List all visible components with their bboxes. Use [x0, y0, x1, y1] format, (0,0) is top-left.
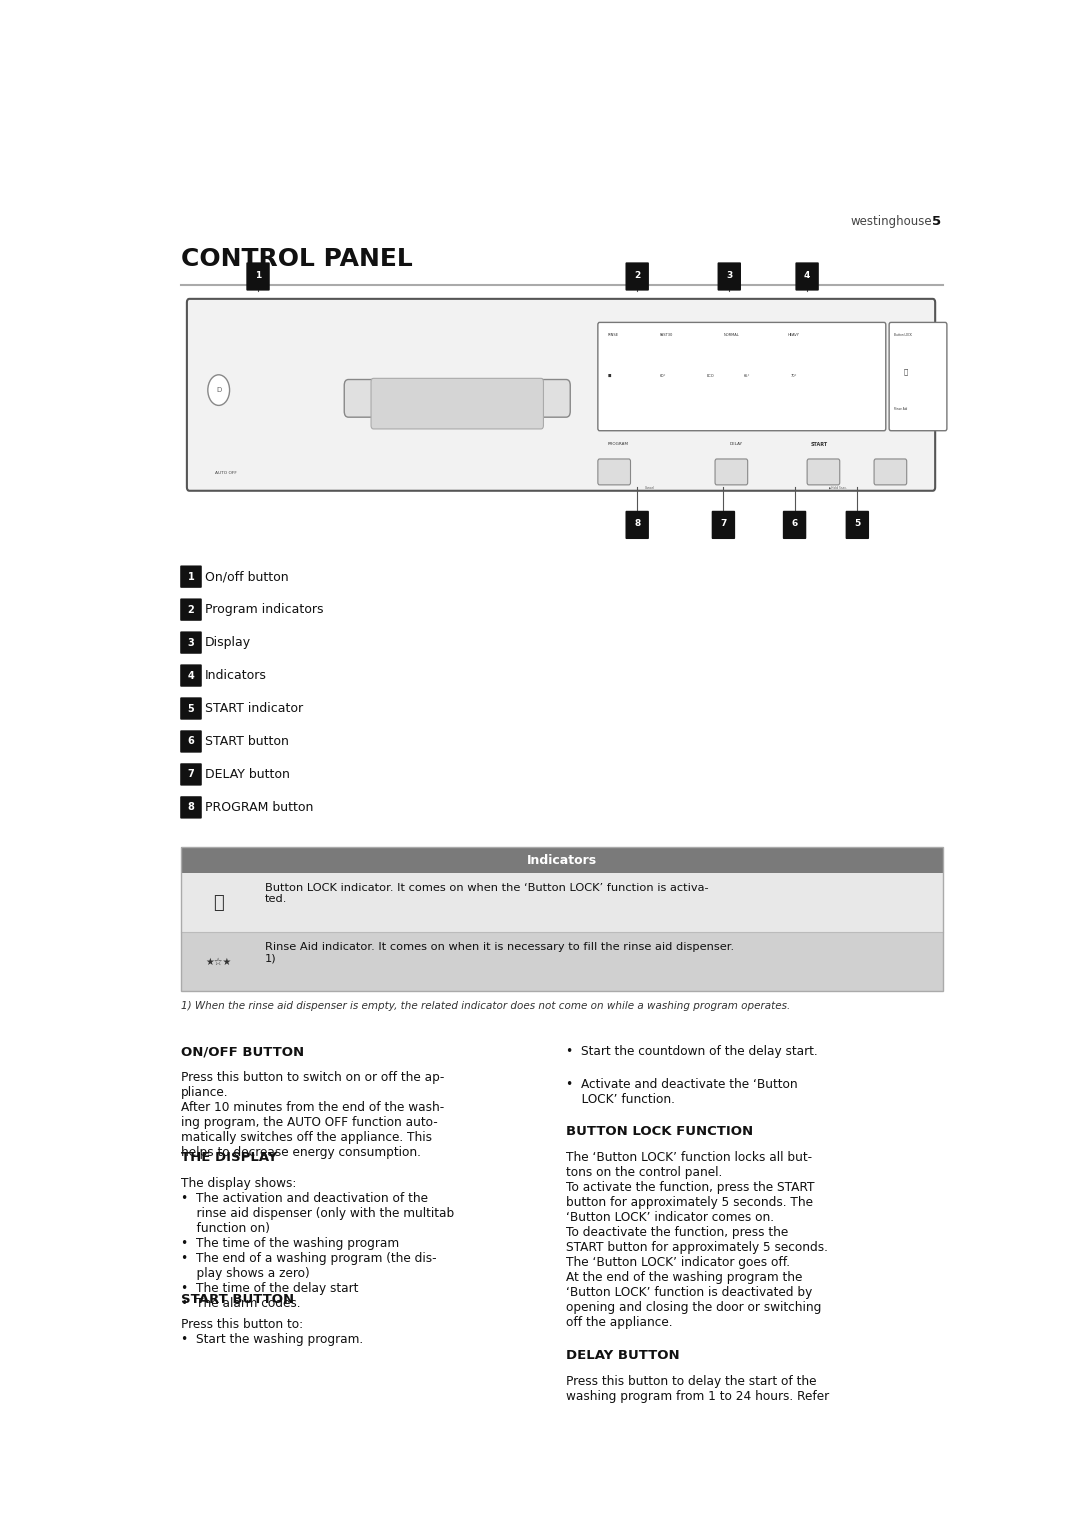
Bar — [181, 847, 943, 873]
Text: D: D — [216, 387, 221, 393]
Text: 8: 8 — [188, 803, 194, 812]
Text: Display: Display — [204, 636, 251, 650]
Text: ECO: ECO — [706, 375, 714, 378]
Text: ▶Hold 5sec.: ▶Hold 5sec. — [829, 486, 847, 491]
Text: RINSE: RINSE — [608, 333, 619, 336]
Text: 4: 4 — [804, 271, 810, 280]
Text: START: START — [810, 442, 827, 448]
Text: Indicators: Indicators — [527, 853, 597, 867]
Text: Press this button to switch on or off the ap-
pliance.
After 10 minutes from the: Press this button to switch on or off th… — [181, 1072, 444, 1159]
Text: 5: 5 — [854, 520, 861, 528]
FancyBboxPatch shape — [717, 263, 741, 291]
FancyBboxPatch shape — [345, 379, 570, 417]
Text: 8: 8 — [634, 520, 640, 528]
Text: 6: 6 — [188, 737, 194, 746]
FancyBboxPatch shape — [889, 323, 947, 431]
Text: 7: 7 — [720, 520, 727, 528]
Text: 7: 7 — [188, 769, 194, 780]
Text: ■: ■ — [608, 375, 611, 378]
Text: START indicator: START indicator — [204, 702, 302, 716]
FancyBboxPatch shape — [372, 378, 543, 430]
Text: HEAVY: HEAVY — [788, 333, 799, 336]
Text: Press this button to:
•  Start the washing program.: Press this button to: • Start the washin… — [181, 1318, 363, 1347]
Text: ⚿: ⚿ — [214, 894, 224, 911]
Text: 3: 3 — [188, 638, 194, 648]
Text: •  Start the countdown of the delay start.: • Start the countdown of the delay start… — [566, 1046, 818, 1058]
Text: 2: 2 — [634, 271, 640, 280]
Circle shape — [207, 375, 230, 405]
FancyBboxPatch shape — [180, 697, 202, 720]
Text: The ‘Button LOCK’ function locks all but-
tons on the control panel.
To activate: The ‘Button LOCK’ function locks all but… — [566, 1151, 828, 1329]
FancyBboxPatch shape — [598, 323, 886, 431]
Bar — [181, 873, 943, 933]
FancyBboxPatch shape — [180, 598, 202, 621]
Text: 70°: 70° — [791, 375, 797, 378]
Text: ⚿: ⚿ — [904, 368, 908, 375]
Text: AUTO OFF: AUTO OFF — [215, 471, 237, 476]
FancyBboxPatch shape — [180, 763, 202, 786]
Bar — [181, 847, 943, 991]
Text: DELAY button: DELAY button — [204, 768, 289, 781]
FancyBboxPatch shape — [180, 665, 202, 687]
FancyBboxPatch shape — [180, 631, 202, 654]
Text: 1: 1 — [255, 271, 261, 280]
Text: DELAY: DELAY — [729, 442, 742, 446]
FancyBboxPatch shape — [715, 459, 747, 485]
Text: BUTTON LOCK FUNCTION: BUTTON LOCK FUNCTION — [566, 1125, 753, 1139]
Text: The display shows:
•  The activation and deactivation of the
    rinse aid dispe: The display shows: • The activation and … — [181, 1177, 455, 1310]
Bar — [181, 933, 943, 991]
Text: START BUTTON: START BUTTON — [181, 1292, 294, 1306]
Text: PROGRAM: PROGRAM — [608, 442, 629, 446]
FancyBboxPatch shape — [712, 511, 735, 540]
Text: ★☆★: ★☆★ — [205, 957, 232, 966]
FancyBboxPatch shape — [180, 797, 202, 818]
FancyBboxPatch shape — [246, 263, 270, 291]
Text: Rinse Aid: Rinse Aid — [894, 407, 907, 411]
Text: PROGRAM button: PROGRAM button — [204, 801, 313, 813]
Text: ON/OFF BUTTON: ON/OFF BUTTON — [181, 1046, 305, 1058]
Text: THE DISPLAY: THE DISPLAY — [181, 1151, 278, 1164]
Text: 2: 2 — [188, 604, 194, 615]
Text: Button LOCK: Button LOCK — [894, 333, 912, 336]
Text: westinghouse: westinghouse — [850, 214, 932, 228]
Text: NORMAL: NORMAL — [724, 333, 739, 336]
FancyBboxPatch shape — [846, 511, 869, 540]
Text: 4: 4 — [188, 671, 194, 680]
FancyBboxPatch shape — [874, 459, 907, 485]
Text: 1) When the rinse aid dispenser is empty, the related indicator does not come on: 1) When the rinse aid dispenser is empty… — [181, 1000, 791, 1011]
Text: Button LOCK indicator. It comes on when the ‘Button LOCK’ function is activa-
te: Button LOCK indicator. It comes on when … — [265, 882, 708, 905]
FancyBboxPatch shape — [783, 511, 807, 540]
Text: 65°: 65° — [743, 375, 750, 378]
Text: 5: 5 — [188, 703, 194, 714]
Text: START button: START button — [204, 735, 288, 748]
FancyBboxPatch shape — [625, 511, 649, 540]
FancyBboxPatch shape — [180, 566, 202, 587]
Text: 60°: 60° — [660, 375, 666, 378]
Text: DELAY BUTTON: DELAY BUTTON — [566, 1349, 679, 1362]
Text: Program indicators: Program indicators — [204, 602, 323, 616]
FancyBboxPatch shape — [180, 731, 202, 752]
Text: Indicators: Indicators — [204, 670, 267, 682]
FancyBboxPatch shape — [598, 459, 631, 485]
Text: Rinse Aid indicator. It comes on when it is necessary to fill the rinse aid disp: Rinse Aid indicator. It comes on when it… — [265, 942, 734, 963]
Text: CONTROL PANEL: CONTROL PANEL — [181, 248, 413, 271]
Text: Press this button to delay the start of the
washing program from 1 to 24 hours. : Press this button to delay the start of … — [566, 1375, 829, 1404]
Text: On/off button: On/off button — [204, 570, 288, 583]
FancyBboxPatch shape — [187, 298, 935, 491]
Text: Cancel: Cancel — [645, 486, 654, 491]
FancyBboxPatch shape — [795, 263, 819, 291]
Text: 5: 5 — [932, 214, 941, 228]
Text: 6: 6 — [792, 520, 798, 528]
Text: 3: 3 — [726, 271, 732, 280]
FancyBboxPatch shape — [807, 459, 840, 485]
FancyBboxPatch shape — [625, 263, 649, 291]
Text: 1: 1 — [188, 572, 194, 581]
Text: •  Activate and deactivate the ‘Button
    LOCK’ function.: • Activate and deactivate the ‘Button LO… — [566, 1078, 798, 1107]
Text: FAST30: FAST30 — [660, 333, 673, 336]
